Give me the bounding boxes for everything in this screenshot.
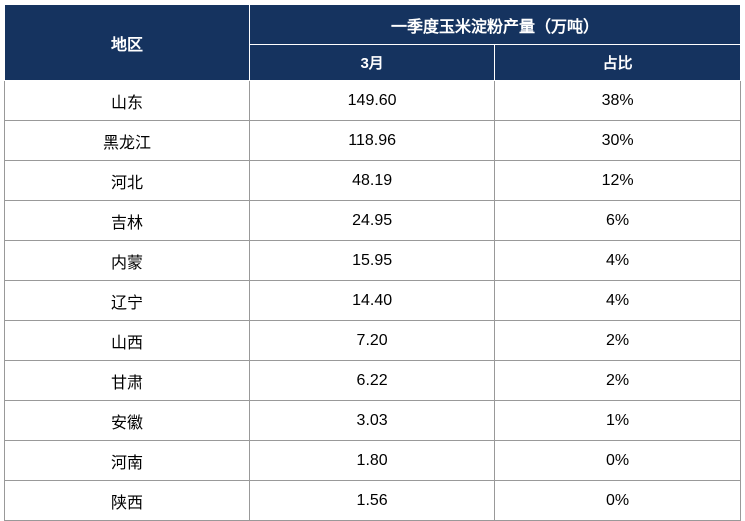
cell-value: 15.95 xyxy=(250,241,495,281)
table-row: 山西 7.20 2% xyxy=(5,321,741,361)
header-group: 一季度玉米淀粉产量（万吨） xyxy=(250,5,741,45)
cell-pct: 2% xyxy=(495,321,741,361)
table-row: 河北 48.19 12% xyxy=(5,161,741,201)
cell-value: 14.40 xyxy=(250,281,495,321)
cell-region: 山西 xyxy=(5,321,250,361)
cell-region: 内蒙 xyxy=(5,241,250,281)
cell-pct: 0% xyxy=(495,481,741,521)
table-row: 内蒙 15.95 4% xyxy=(5,241,741,281)
table-row: 山东 149.60 38% xyxy=(5,81,741,121)
table-row: 吉林 24.95 6% xyxy=(5,201,741,241)
cell-region: 辽宁 xyxy=(5,281,250,321)
cell-value: 24.95 xyxy=(250,201,495,241)
cell-pct: 12% xyxy=(495,161,741,201)
cell-region: 甘肃 xyxy=(5,361,250,401)
table-row: 陕西 1.56 0% xyxy=(5,481,741,521)
cell-pct: 2% xyxy=(495,361,741,401)
header-value: 3月 xyxy=(250,45,495,81)
header-region: 地区 xyxy=(5,5,250,81)
table-body: 山东 149.60 38% 黑龙江 118.96 30% 河北 48.19 12… xyxy=(5,81,741,521)
cell-value: 48.19 xyxy=(250,161,495,201)
table-row: 黑龙江 118.96 30% xyxy=(5,121,741,161)
cell-pct: 38% xyxy=(495,81,741,121)
cell-region: 陕西 xyxy=(5,481,250,521)
cell-pct: 30% xyxy=(495,121,741,161)
cell-pct: 6% xyxy=(495,201,741,241)
cell-pct: 1% xyxy=(495,401,741,441)
table-row: 河南 1.80 0% xyxy=(5,441,741,481)
cell-pct: 4% xyxy=(495,281,741,321)
table-row: 辽宁 14.40 4% xyxy=(5,281,741,321)
cell-region: 安徽 xyxy=(5,401,250,441)
cell-value: 7.20 xyxy=(250,321,495,361)
cell-value: 3.03 xyxy=(250,401,495,441)
cell-region: 河北 xyxy=(5,161,250,201)
cell-value: 1.80 xyxy=(250,441,495,481)
cell-value: 6.22 xyxy=(250,361,495,401)
cell-pct: 0% xyxy=(495,441,741,481)
cell-pct: 4% xyxy=(495,241,741,281)
cell-region: 山东 xyxy=(5,81,250,121)
header-pct: 占比 xyxy=(495,45,741,81)
cell-value: 118.96 xyxy=(250,121,495,161)
cell-region: 黑龙江 xyxy=(5,121,250,161)
table-row: 甘肃 6.22 2% xyxy=(5,361,741,401)
production-table: 地区 一季度玉米淀粉产量（万吨） 3月 占比 山东 149.60 38% 黑龙江… xyxy=(4,4,741,521)
cell-region: 河南 xyxy=(5,441,250,481)
table-row: 安徽 3.03 1% xyxy=(5,401,741,441)
cell-value: 1.56 xyxy=(250,481,495,521)
table-header: 地区 一季度玉米淀粉产量（万吨） 3月 占比 xyxy=(5,5,741,81)
cell-region: 吉林 xyxy=(5,201,250,241)
cell-value: 149.60 xyxy=(250,81,495,121)
